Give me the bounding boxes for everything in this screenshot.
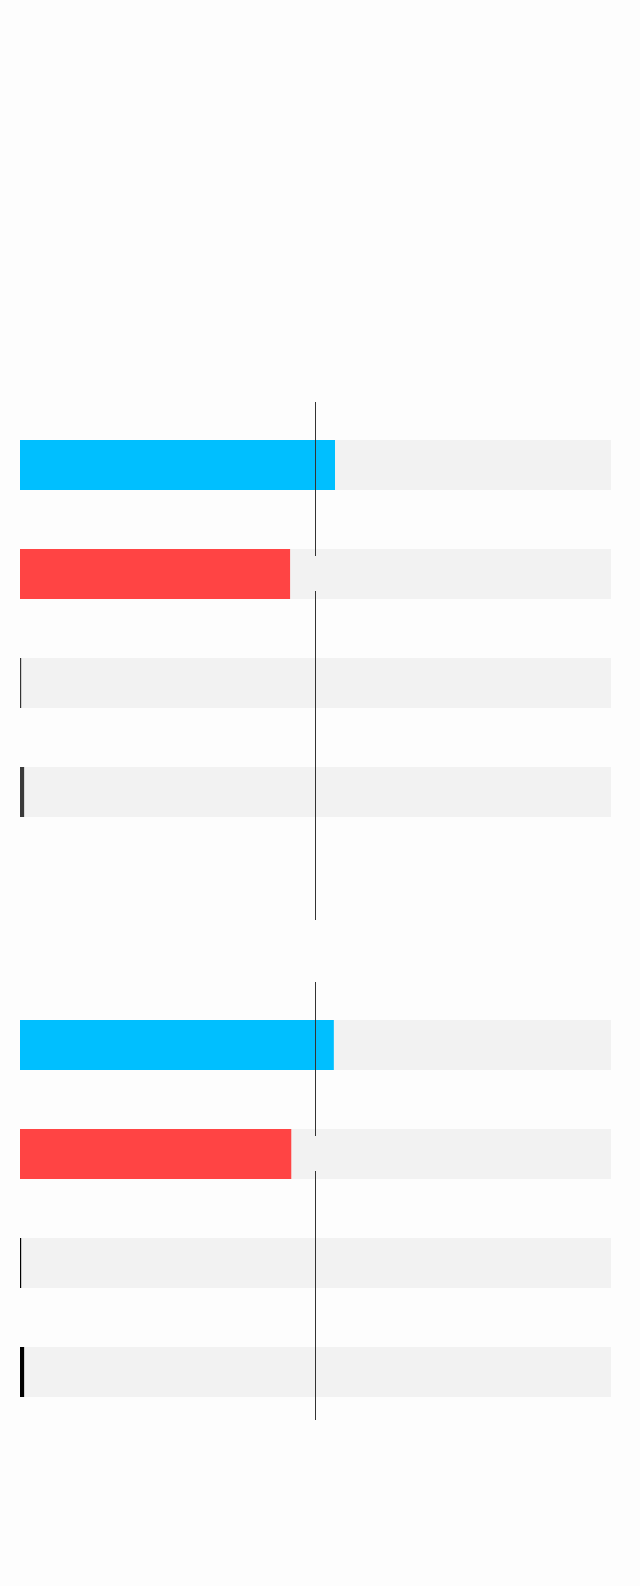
bar	[20, 1347, 25, 1397]
bar	[20, 1129, 292, 1179]
bar	[20, 767, 25, 817]
bar	[20, 1238, 22, 1288]
bar	[20, 549, 291, 599]
bar	[20, 440, 336, 490]
bar	[20, 1020, 334, 1070]
bar	[20, 658, 22, 708]
